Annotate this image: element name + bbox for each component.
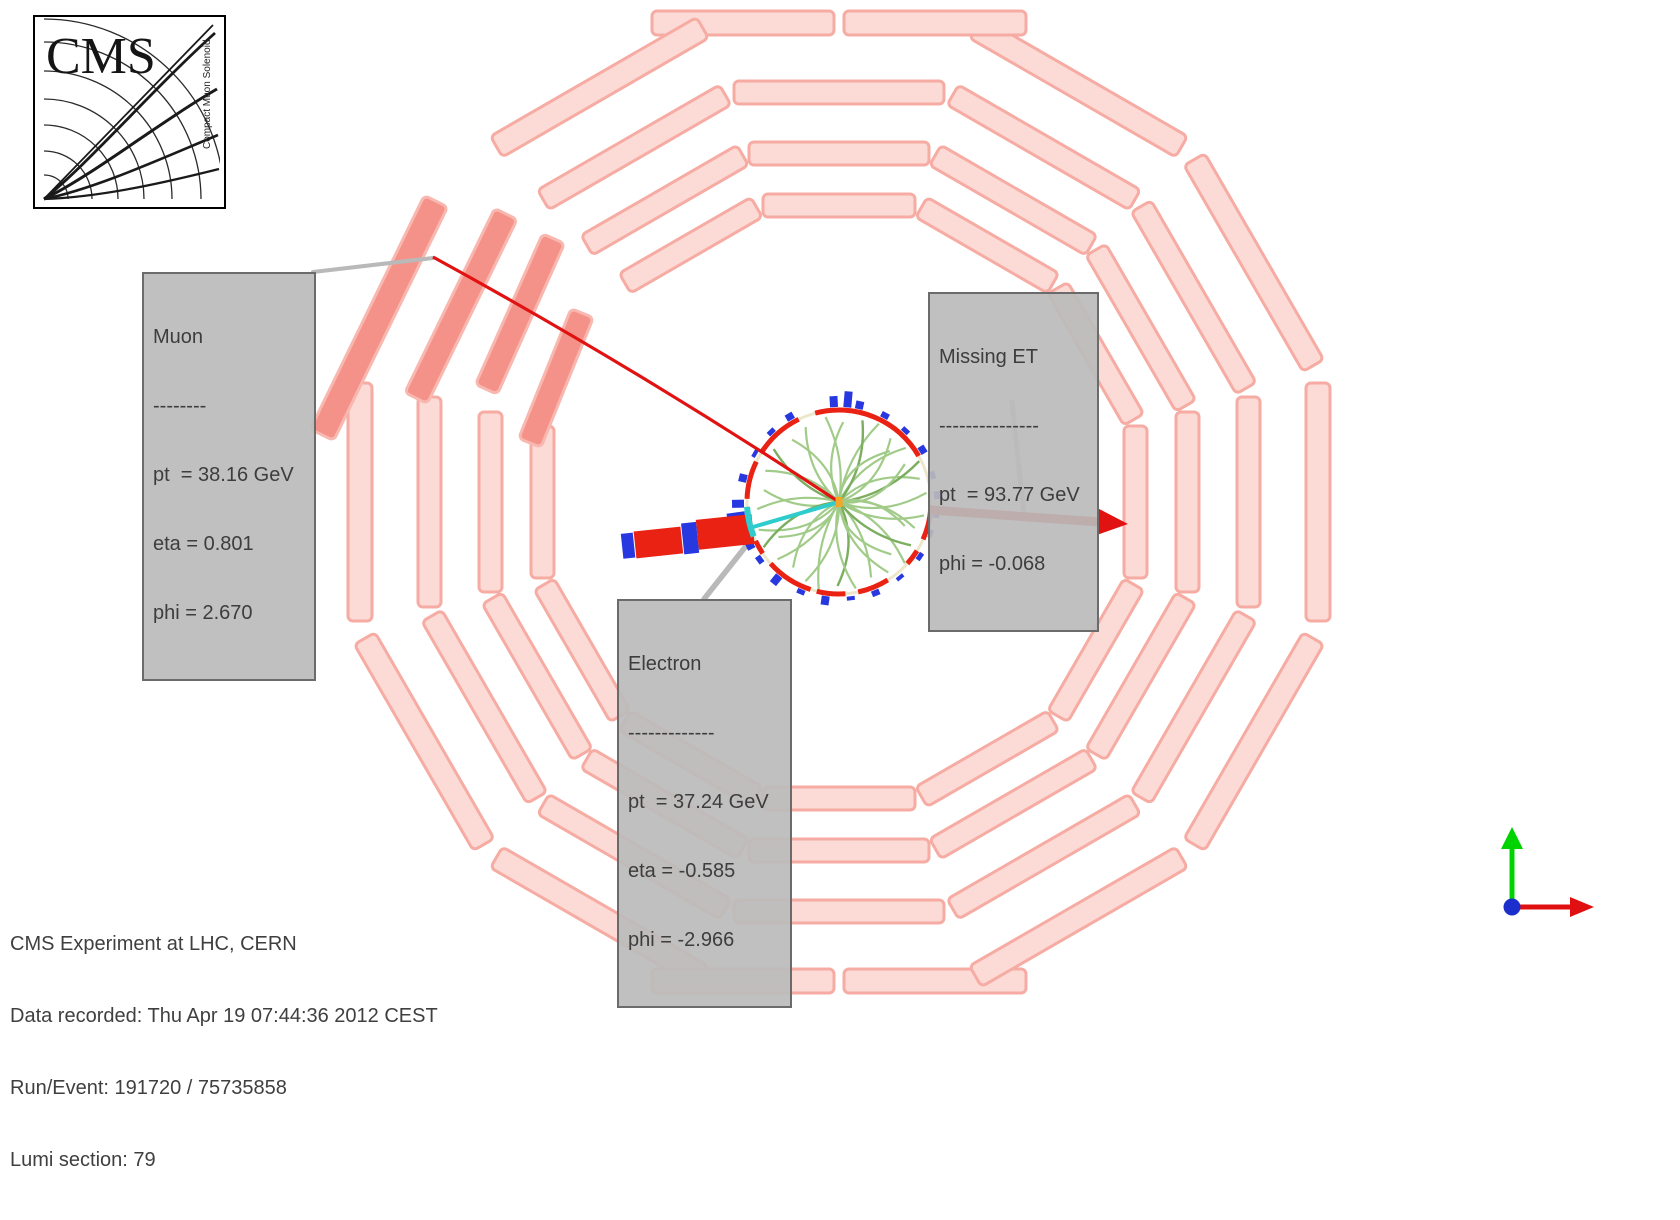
- hcal-spike: [833, 396, 834, 407]
- ecal-arc: [761, 419, 799, 453]
- missing-et-phi: phi = -0.068: [939, 553, 1088, 576]
- electron-eta: eta = -0.585: [628, 860, 781, 883]
- muon-chamber: [1306, 383, 1330, 621]
- electron-label-box: Electron ------------- pt = 37.24 GeV et…: [617, 599, 792, 1008]
- ecal-arc: [756, 541, 763, 554]
- hcal-spike: [918, 555, 922, 558]
- muon-chamber: [763, 194, 915, 217]
- missing-et-pt: pt = 93.77 GeV: [939, 484, 1088, 507]
- ecal-arc: [747, 462, 756, 499]
- electron-title: Electron: [628, 653, 781, 676]
- muon-chamber: [479, 412, 502, 592]
- muon-title: Muon: [153, 326, 305, 349]
- event-info-experiment: CMS Experiment at LHC, CERN: [10, 932, 438, 956]
- muon-chamber: [1237, 397, 1260, 607]
- hcal-spike: [884, 413, 887, 418]
- hcal-spike: [825, 596, 826, 605]
- muon-eta: eta = 0.801: [153, 533, 305, 556]
- missing-et-label-box: Missing ET --------------- pt = 93.77 Ge…: [928, 292, 1099, 632]
- hcal-spike: [859, 401, 861, 409]
- x-axis-head: [1570, 897, 1594, 917]
- muon-chamber: [844, 11, 1026, 35]
- event-display: CMS Compact Muon Solenoid Muon -------- …: [0, 0, 1680, 1008]
- event-info-run-event: Run/Event: 191720 / 75735858: [10, 1076, 438, 1100]
- logo-subtitle: Compact Muon Solenoid: [202, 39, 213, 149]
- hcal-spike: [847, 391, 848, 407]
- electron-leader-line: [704, 541, 750, 599]
- hcal-spike: [770, 430, 773, 434]
- hcal-spike: [875, 590, 877, 596]
- cms-logo: CMS Compact Muon Solenoid: [33, 15, 226, 209]
- hcal-spike: [788, 414, 792, 420]
- muon-pt: pt = 38.16 GeV: [153, 464, 305, 487]
- muon-chamber: [1176, 412, 1199, 592]
- muon-chamber: [531, 426, 554, 578]
- electron-phi: phi = -2.966: [628, 929, 781, 952]
- electron-deposit: [620, 514, 755, 561]
- hcal-spike: [757, 558, 762, 562]
- muon-divider: --------: [153, 395, 305, 418]
- hcal-spike: [800, 589, 802, 594]
- hcal-spike: [899, 576, 902, 579]
- muon-chamber: [418, 397, 441, 607]
- ecal-arc: [817, 591, 846, 594]
- event-info: CMS Experiment at LHC, CERN Data recorde…: [10, 884, 438, 1220]
- deposit-block: [634, 527, 684, 559]
- muon-chamber-hit: [519, 309, 594, 448]
- hcal-spike: [904, 429, 907, 433]
- muon-chamber: [734, 81, 944, 104]
- missing-et-divider: ---------------: [939, 415, 1088, 438]
- interaction-point: [836, 497, 843, 507]
- hcal-spike: [773, 576, 779, 584]
- muon-label-box: Muon -------- pt = 38.16 GeV eta = 0.801…: [142, 272, 316, 681]
- ecal-arc: [858, 580, 888, 592]
- muon-chamber: [348, 383, 372, 621]
- z-axis-dot: [1504, 899, 1521, 916]
- muon-chambers: [310, 11, 1330, 993]
- event-info-lumi: Lumi section: 79: [10, 1148, 438, 1172]
- missing-et-title: Missing ET: [939, 346, 1088, 369]
- electron-pt: pt = 37.24 GeV: [628, 791, 781, 814]
- ecal-arc: [907, 551, 917, 564]
- hcal-spike: [753, 453, 756, 455]
- electron-divider: -------------: [628, 722, 781, 745]
- muon-chamber: [749, 142, 929, 165]
- coordinate-axes: [1501, 827, 1594, 917]
- hcal-spike: [920, 448, 926, 452]
- muon-chamber: [1124, 426, 1147, 578]
- cms-logo-art: CMS Compact Muon Solenoid: [35, 17, 220, 203]
- y-axis-head: [1501, 827, 1523, 849]
- hcal-spike: [739, 477, 747, 479]
- logo-title: CMS: [46, 28, 156, 85]
- deposit-block: [621, 533, 636, 559]
- muon-phi: phi = 2.670: [153, 602, 305, 625]
